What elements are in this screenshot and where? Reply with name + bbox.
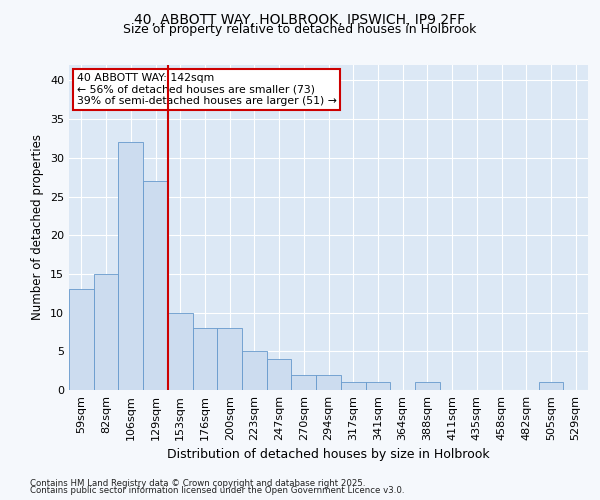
- Y-axis label: Number of detached properties: Number of detached properties: [31, 134, 44, 320]
- Text: 40 ABBOTT WAY: 142sqm
← 56% of detached houses are smaller (73)
39% of semi-deta: 40 ABBOTT WAY: 142sqm ← 56% of detached …: [77, 73, 337, 106]
- Bar: [415, 382, 440, 390]
- Bar: [217, 328, 242, 390]
- Text: Size of property relative to detached houses in Holbrook: Size of property relative to detached ho…: [124, 22, 476, 36]
- Bar: [168, 312, 193, 390]
- Text: Contains public sector information licensed under the Open Government Licence v3: Contains public sector information licen…: [30, 486, 404, 495]
- Bar: [193, 328, 217, 390]
- Bar: [143, 181, 168, 390]
- Bar: [292, 374, 316, 390]
- Bar: [365, 382, 390, 390]
- X-axis label: Distribution of detached houses by size in Holbrook: Distribution of detached houses by size …: [167, 448, 490, 462]
- Bar: [69, 290, 94, 390]
- Bar: [94, 274, 118, 390]
- Bar: [242, 352, 267, 390]
- Bar: [316, 374, 341, 390]
- Bar: [267, 359, 292, 390]
- Text: 40, ABBOTT WAY, HOLBROOK, IPSWICH, IP9 2FF: 40, ABBOTT WAY, HOLBROOK, IPSWICH, IP9 2…: [134, 12, 466, 26]
- Text: Contains HM Land Registry data © Crown copyright and database right 2025.: Contains HM Land Registry data © Crown c…: [30, 478, 365, 488]
- Bar: [341, 382, 365, 390]
- Bar: [118, 142, 143, 390]
- Bar: [539, 382, 563, 390]
